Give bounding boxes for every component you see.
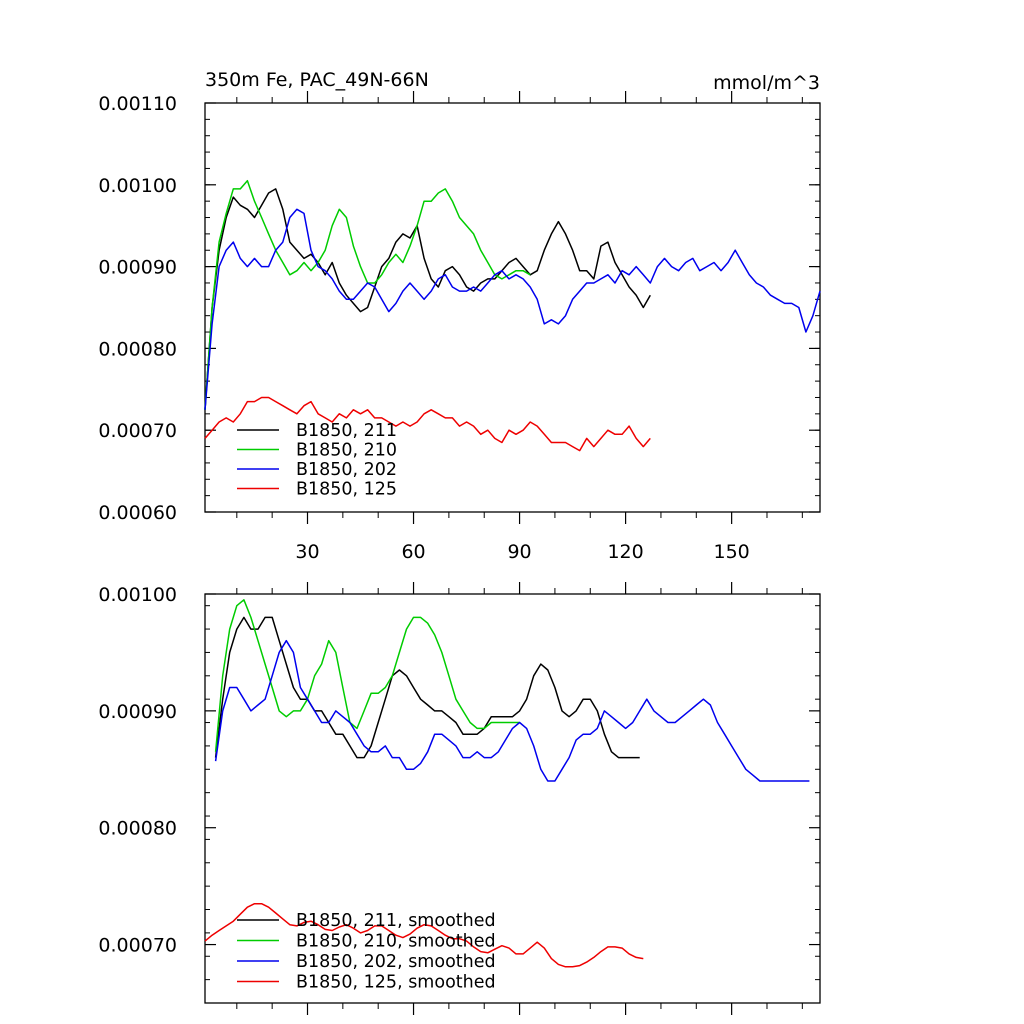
y-tick-label: 0.00100 xyxy=(98,175,177,197)
y-tick-label: 0.00070 xyxy=(98,420,177,442)
legend-label: B1850, 202 xyxy=(296,460,397,480)
y-tick-label: 0.00090 xyxy=(98,701,177,723)
x-tick-label: 150 xyxy=(714,541,750,563)
bottom-plot-frame xyxy=(204,593,821,1004)
legend-label: B1850, 211, smoothed xyxy=(296,911,496,931)
y-tick-label: 0.00080 xyxy=(98,818,177,840)
top-panel: 350m Fe, PAC_49N-66N mmol/m^3 0.000600.0… xyxy=(98,69,821,563)
x-tick-label: 120 xyxy=(607,541,643,563)
legend-label: B1850, 125, smoothed xyxy=(296,973,496,993)
top-plot-frame xyxy=(204,102,821,513)
series-line-3 xyxy=(214,639,810,782)
y-tick-label: 0.00060 xyxy=(98,502,177,524)
x-tick-label: 90 xyxy=(507,541,531,563)
series-line-1 xyxy=(214,616,640,759)
y-tick-label: 0.00090 xyxy=(98,257,177,279)
top-plot-area: 0.00060 0.00070 0.00080 0.00090 0.00100 0.001… xyxy=(98,91,821,563)
legend-label: B1850, 125 xyxy=(296,480,397,500)
y-tick-label: 0.00110 xyxy=(98,93,177,115)
y-tick-label: 0.00100 xyxy=(98,584,177,606)
legend-label: B1850, 211 xyxy=(296,421,397,441)
series-line-2 xyxy=(214,599,520,752)
series-line-4 xyxy=(204,396,651,452)
chart-title: 350m Fe, PAC_49N-66N xyxy=(205,69,429,91)
series-line-3 xyxy=(204,208,821,410)
legend-label: B1850, 210, smoothed xyxy=(296,932,496,952)
x-tick-label: 60 xyxy=(401,541,425,563)
x-tick-label: 30 xyxy=(295,541,319,563)
legend-label: B1850, 210 xyxy=(296,441,397,461)
bottom-panel: 0.00070 0.00080 0.00090 0.00100 B1850, 211, … xyxy=(98,582,821,1015)
bottom-plot-area: 0.00070 0.00080 0.00090 0.00100 B1850, 211, … xyxy=(98,582,821,1015)
y-tick-label: 0.00070 xyxy=(98,935,177,957)
units-label: mmol/m^3 xyxy=(713,72,820,94)
y-tick-label: 0.00080 xyxy=(98,338,177,360)
series-line-1 xyxy=(204,188,651,410)
series-line-2 xyxy=(204,179,531,410)
series-line-4 xyxy=(204,902,644,968)
legend-label: B1850, 202, smoothed xyxy=(296,952,496,972)
